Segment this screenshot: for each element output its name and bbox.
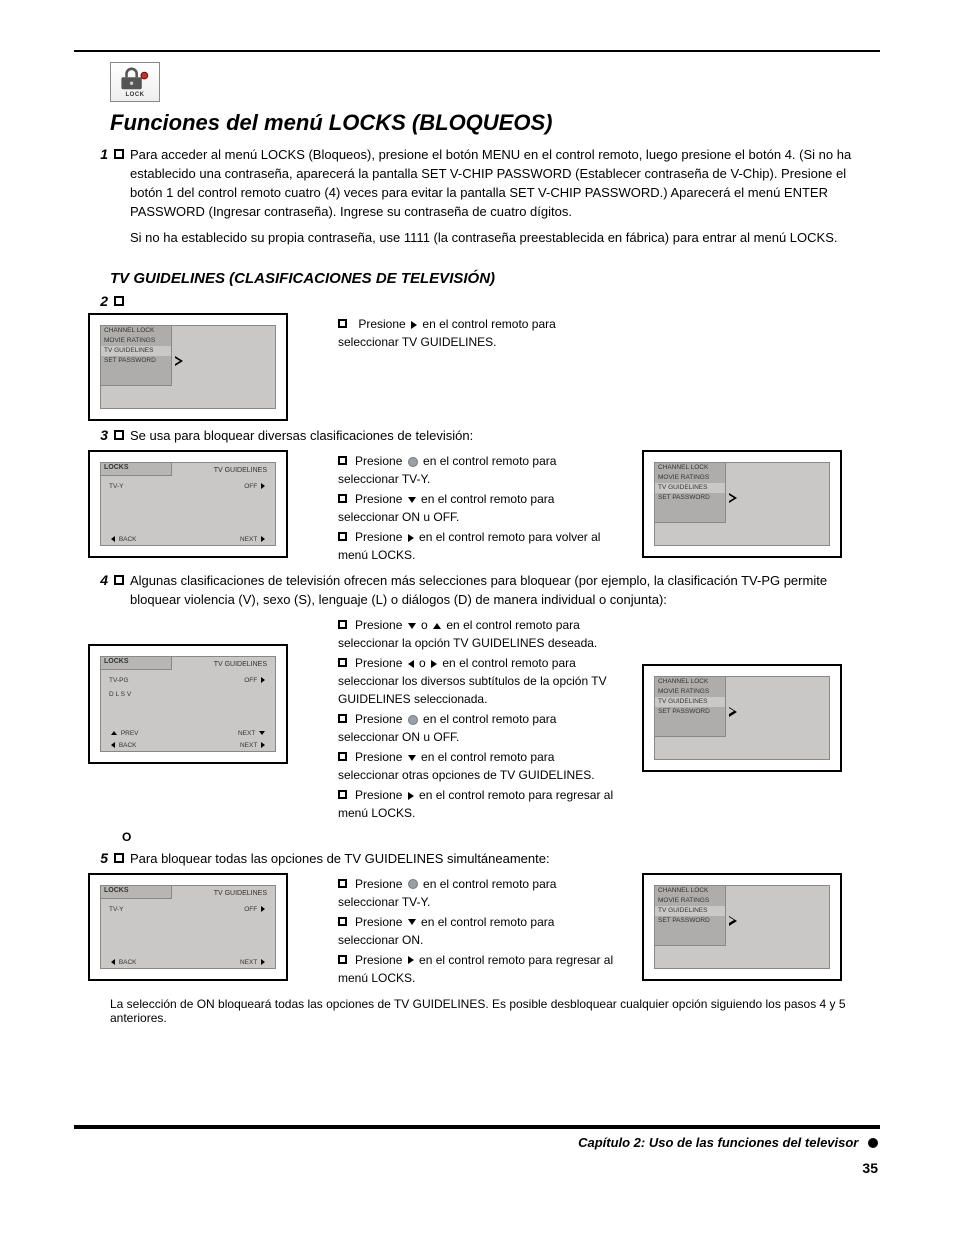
down-arrow-icon <box>259 731 265 735</box>
left-arrow-icon <box>111 959 115 965</box>
intro-note: Si no ha establecido su propia contraseñ… <box>130 230 837 245</box>
tv-screen-locks-menu: LOCKS CHANNEL LOCK MOVIE RATINGS TV GUID… <box>642 664 842 772</box>
page-number: 35 <box>74 1160 878 1176</box>
bullet-icon <box>338 319 347 328</box>
footnote: La selección de ON bloqueará todas las o… <box>110 997 880 1025</box>
bullet-icon <box>338 879 347 888</box>
right-arrow-icon <box>261 742 265 748</box>
caret-icon <box>729 916 737 928</box>
bullet-icon <box>114 430 124 440</box>
tv-screen-locks-menu: LOCKS CHANNEL LOCK MOVIE RATINGS TV GUID… <box>642 873 842 981</box>
step5-text: Para bloquear todas las opciones de TV G… <box>130 850 880 869</box>
tv-tab: LOCKS <box>100 885 172 899</box>
step2-instruction: Presione en el control remoto para selec… <box>338 315 614 351</box>
step-2: 2 <box>88 293 880 309</box>
step-1: 1 Para acceder al menú LOCKS (Bloqueos),… <box>88 146 880 248</box>
down-arrow-icon <box>408 497 416 503</box>
caret-icon <box>729 707 737 719</box>
bullet-icon <box>338 532 347 541</box>
bullet-icon <box>338 955 347 964</box>
step-5: 5 Para bloquear todas las opciones de TV… <box>88 850 880 869</box>
bullet-icon <box>114 853 124 863</box>
step3-text: Se usa para bloquear diversas clasificac… <box>130 427 880 446</box>
bullet-icon <box>338 714 347 723</box>
footer: Capítulo 2: Uso de las funciones del tel… <box>74 1065 880 1176</box>
bullet-icon <box>338 494 347 503</box>
intro-text: Para acceder al menú LOCKS (Bloqueos), p… <box>130 147 851 219</box>
page-dot-icon <box>868 1138 878 1148</box>
bullet-icon <box>338 658 347 667</box>
tv-sidebar: CHANNEL LOCK MOVIE RATINGS TV GUIDELINES… <box>654 462 726 523</box>
step4-text: Algunas clasificaciones de televisión of… <box>130 572 880 610</box>
lock-icon: LOCK <box>110 62 160 102</box>
section-title: Funciones del menú LOCKS (BLOQUEOS) <box>110 110 880 136</box>
or-label: O <box>122 830 880 844</box>
right-arrow-icon <box>411 321 417 329</box>
caret-icon <box>729 493 737 505</box>
ok-button-icon <box>408 715 418 725</box>
tv-sidebar: CHANNEL LOCK MOVIE RATINGS TV GUIDELINES… <box>100 325 172 386</box>
left-arrow-icon <box>111 536 115 542</box>
bullet-icon <box>114 575 124 585</box>
right-arrow-icon <box>408 534 414 542</box>
down-arrow-icon <box>408 919 416 925</box>
step-4: 4 Algunas clasificaciones de televisión … <box>88 572 880 610</box>
tv-screen-locks-menu: LOCKS CHANNEL LOCK MOVIE RATINGS TV GUID… <box>642 450 842 558</box>
right-arrow-icon <box>261 906 265 912</box>
step-3: 3 Se usa para bloquear diversas clasific… <box>88 427 880 446</box>
tv-tab: LOCKS <box>100 656 172 670</box>
tv-tab: LOCKS <box>100 462 172 476</box>
left-arrow-icon <box>408 660 414 668</box>
bullet-icon <box>114 149 124 159</box>
ok-button-icon <box>408 879 418 889</box>
up-arrow-icon <box>433 623 441 629</box>
right-arrow-icon <box>261 959 265 965</box>
right-arrow-icon <box>261 536 265 542</box>
right-arrow-icon <box>408 792 414 800</box>
down-arrow-icon <box>408 623 416 629</box>
bullet-icon <box>114 296 124 306</box>
tv-screen-guidelines-tvy: LOCKS TV GUIDELINES TV-Y OFF BACK NEXT <box>88 450 288 558</box>
bullet-icon <box>338 620 347 629</box>
bullet-icon <box>338 752 347 761</box>
chapter-label: Capítulo 2: Uso de las funciones del tel… <box>578 1135 858 1150</box>
up-arrow-icon <box>111 731 117 735</box>
ok-button-icon <box>408 457 418 467</box>
bullet-icon <box>338 917 347 926</box>
bottom-rule <box>74 1125 880 1129</box>
down-arrow-icon <box>408 755 416 761</box>
right-arrow-icon <box>431 660 437 668</box>
right-arrow-icon <box>261 677 265 683</box>
right-arrow-icon <box>408 956 414 964</box>
tv-sidebar: CHANNEL LOCK MOVIE RATINGS TV GUIDELINES… <box>654 885 726 946</box>
left-arrow-icon <box>111 742 115 748</box>
tv-screen-locks-menu: LOCKS CHANNEL LOCK MOVIE RATINGS TV GUID… <box>88 313 288 421</box>
bullet-icon <box>338 790 347 799</box>
right-arrow-icon <box>261 483 265 489</box>
top-rule <box>74 50 880 52</box>
tv-screen-guidelines-tvy: LOCKS TV GUIDELINES TV-Y OFF BACK NEXT <box>88 873 288 981</box>
tv-screen-guidelines-tvpg: LOCKS TV GUIDELINES TV-PG OFF D L S V PR… <box>88 644 288 764</box>
subheader: TV GUIDELINES (CLASIFICACIONES DE TELEVI… <box>110 270 880 287</box>
caret-icon <box>175 356 183 368</box>
tv-sidebar: CHANNEL LOCK MOVIE RATINGS TV GUIDELINES… <box>654 676 726 737</box>
bullet-icon <box>338 456 347 465</box>
